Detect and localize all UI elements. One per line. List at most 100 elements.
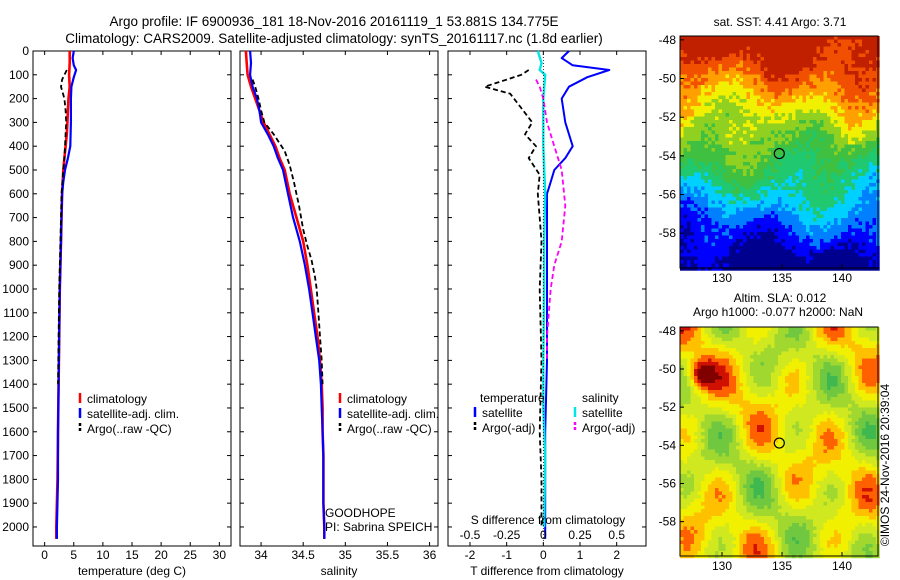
map-cell	[844, 263, 849, 268]
map-cell	[718, 57, 723, 61]
map-cell	[858, 162, 863, 166]
map-cell	[722, 235, 726, 240]
map-cell	[694, 43, 698, 47]
map-cell	[725, 50, 730, 54]
map-cell	[837, 228, 842, 233]
map-cell	[711, 134, 716, 138]
map-cell	[788, 256, 793, 261]
map-cell	[683, 330, 688, 335]
map-cell	[778, 144, 782, 149]
map-cell	[795, 183, 800, 187]
map-cell	[694, 74, 698, 79]
map-cell	[767, 225, 772, 229]
map-cell	[736, 57, 740, 61]
map-cell	[820, 130, 824, 135]
map-cell	[760, 372, 765, 377]
map-cell	[697, 165, 702, 170]
map-cell	[708, 221, 712, 226]
map-cell	[715, 169, 719, 173]
map-cell	[855, 197, 859, 201]
map-cell	[739, 158, 744, 163]
map-cell	[701, 256, 705, 261]
map-cell	[813, 123, 817, 128]
map-cell	[743, 64, 747, 68]
map-cell	[830, 365, 835, 370]
map-cell	[725, 141, 730, 145]
map-cell	[746, 228, 751, 233]
map-cell	[746, 369, 751, 373]
map-cell	[725, 376, 730, 380]
map-cell	[704, 141, 709, 145]
map-cell	[809, 348, 814, 352]
map-cell	[816, 337, 821, 342]
map-cell	[767, 200, 772, 205]
map-cell	[872, 249, 877, 254]
map-cell	[732, 369, 737, 373]
map-cell	[813, 256, 817, 261]
map-cell	[722, 134, 726, 138]
map-cell	[872, 341, 877, 345]
map-cell	[697, 137, 702, 142]
map-cell	[872, 225, 877, 229]
map-cell	[809, 334, 814, 338]
map-cell	[816, 85, 821, 89]
map-cell	[806, 106, 810, 110]
map-cell	[736, 246, 740, 250]
map-cell	[809, 344, 814, 349]
map-cell	[764, 249, 768, 254]
map-cell	[767, 348, 772, 352]
map-cell	[844, 88, 849, 93]
map-cell	[813, 102, 817, 107]
map-cell	[697, 235, 702, 240]
map-cell	[701, 246, 705, 250]
map-cell	[715, 197, 719, 201]
map-cell	[834, 376, 838, 380]
map-cell	[827, 144, 831, 149]
map-cell	[708, 330, 712, 335]
map-cell	[725, 344, 730, 349]
map-cell	[687, 334, 691, 338]
map-cell	[690, 85, 695, 89]
map-cell	[697, 249, 702, 254]
map-cell	[697, 176, 702, 180]
map-cell	[862, 260, 866, 264]
map-cell	[732, 327, 737, 331]
map-cell	[732, 99, 737, 103]
map-cell	[799, 232, 803, 236]
map-cell	[830, 186, 835, 191]
map-cell	[690, 183, 695, 187]
map-cell	[718, 379, 723, 384]
map-cell	[722, 102, 726, 107]
map-cell	[792, 120, 796, 124]
map-cell	[718, 176, 723, 180]
map-cell	[683, 155, 688, 159]
map-cell	[704, 109, 709, 114]
map-cell	[764, 225, 768, 229]
map-cell	[718, 253, 723, 257]
map-cell	[816, 162, 821, 166]
map-cell	[683, 334, 688, 338]
map-cell	[736, 218, 740, 222]
map-cell	[788, 200, 793, 205]
map-cell	[841, 158, 845, 163]
map-cell	[694, 57, 698, 61]
map-cell	[697, 263, 702, 268]
map-cell	[869, 355, 873, 359]
map-cell	[785, 134, 789, 138]
map-cell	[809, 134, 814, 138]
map-cell	[774, 74, 779, 79]
map-cell	[851, 242, 856, 247]
map-cell	[746, 235, 751, 240]
map-cell	[869, 327, 873, 331]
map-cell	[827, 253, 831, 257]
map-cell	[715, 102, 719, 107]
map-cell	[701, 74, 705, 79]
map-cell	[739, 344, 744, 349]
map-cell	[778, 235, 782, 240]
map-cell	[708, 127, 712, 131]
map-cell	[764, 235, 768, 240]
map-cell	[781, 267, 786, 271]
map-cell	[862, 221, 866, 226]
map-cell	[830, 46, 835, 51]
map-cell	[862, 355, 866, 359]
